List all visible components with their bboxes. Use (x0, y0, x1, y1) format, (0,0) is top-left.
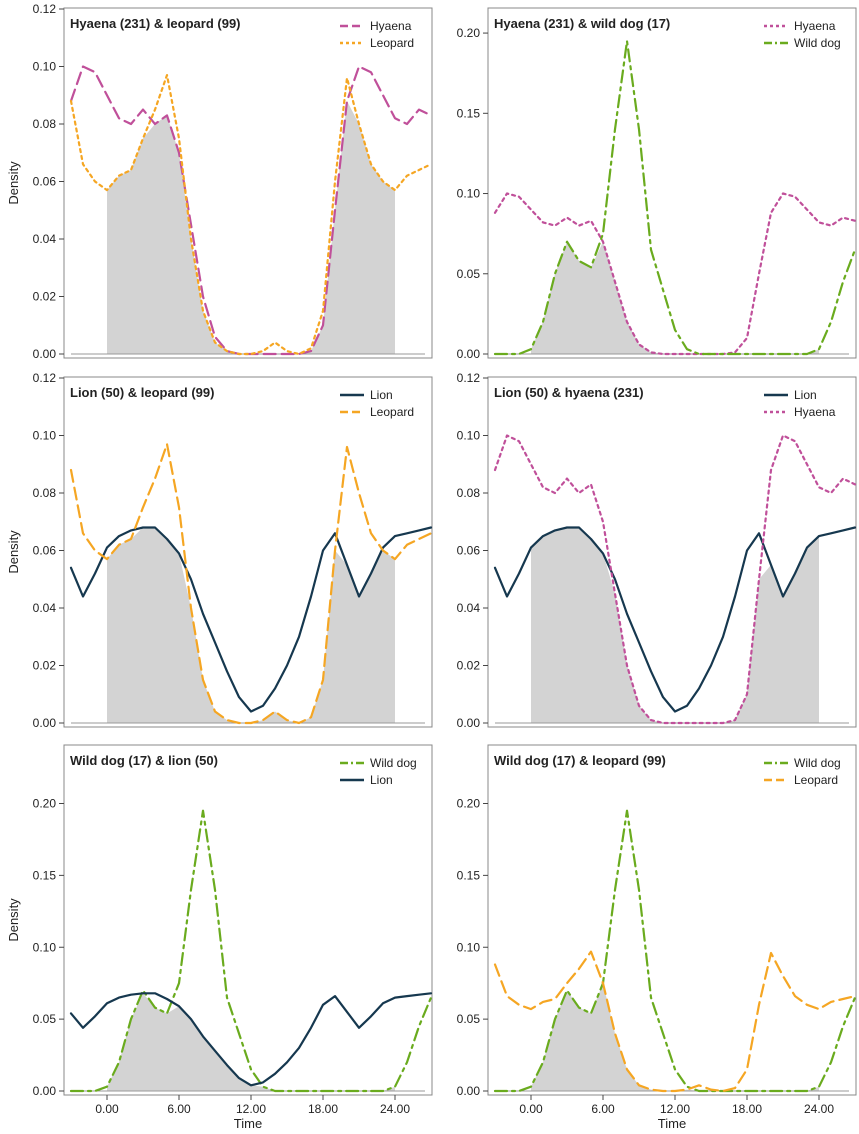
legend-label: Hyaena (794, 19, 836, 33)
y-tick-label: 0.20 (33, 797, 57, 811)
series-line-wilddog (69, 809, 433, 1093)
x-tick-label: 0.00 (95, 1102, 119, 1116)
x-tick-label: 0.00 (519, 1102, 543, 1116)
panel-title: Lion (50) & leopard (99) (70, 385, 214, 400)
series-line-lion (493, 526, 857, 713)
overlap-area (531, 241, 819, 354)
legend-label: Leopard (370, 405, 414, 419)
y-tick-label: 0.04 (457, 601, 481, 615)
series-line-wilddog (493, 809, 857, 1093)
y-tick-label: 0.00 (457, 347, 481, 361)
series-line-lion (69, 992, 433, 1087)
y-tick-label: 0.15 (457, 868, 481, 882)
y-tick-label: 0.00 (33, 1084, 57, 1098)
panel-title: Wild dog (17) & leopard (99) (494, 753, 666, 768)
x-tick-label: 12.00 (660, 1102, 690, 1116)
x-axis-title: Time (658, 1116, 686, 1131)
y-tick-label: 0.05 (457, 267, 481, 281)
y-tick-label: 0.00 (33, 716, 57, 730)
y-tick-label: 0.00 (33, 347, 57, 361)
y-tick-label: 0.10 (457, 187, 481, 201)
y-tick-label: 0.08 (457, 486, 481, 500)
series-line-leopard (69, 74, 433, 356)
legend-label: Wild dog (370, 756, 417, 770)
y-tick-label: 0.20 (457, 797, 481, 811)
y-tick-label: 0.05 (457, 1012, 481, 1026)
x-axis-title: Time (234, 1116, 262, 1131)
y-tick-label: 0.02 (457, 659, 481, 673)
y-axis-title: Density (6, 898, 21, 942)
y-tick-label: 0.10 (457, 940, 481, 954)
panel-frame (63, 376, 433, 728)
overlap-area (531, 527, 819, 723)
legend-label: Hyaena (370, 19, 412, 33)
x-tick-label: 24.00 (380, 1102, 410, 1116)
panel-title: Lion (50) & hyaena (231) (494, 385, 644, 400)
series-line-lion (69, 526, 433, 713)
y-tick-label: 0.15 (457, 106, 481, 120)
legend-label: Leopard (794, 773, 838, 787)
series-line-leopard (493, 950, 857, 1093)
series-line-leopard (69, 443, 433, 725)
y-tick-label: 0.02 (33, 290, 57, 304)
chart-panel-1: 0.00 0.02 0.04 0.06 0.08 0.10 0.12 Density Hyaen… (6, 2, 433, 361)
panel-title: Hyaena (231) & leopard (99) (70, 16, 241, 31)
chart-panel-3: 0.00 0.02 0.04 0.06 0.08 0.10 0.12 Density Lion … (6, 371, 433, 730)
panel-title: Wild dog (17) & lion (50) (70, 753, 218, 768)
overlap-area (107, 101, 395, 354)
legend-label: Wild dog (794, 36, 841, 50)
series-line-wilddog (493, 40, 857, 356)
legend-label: Leopard (370, 36, 414, 50)
y-tick-label: 0.08 (33, 486, 57, 500)
legend-label: Hyaena (794, 405, 836, 419)
y-tick-label: 0.06 (457, 544, 481, 558)
chart-panel-6: 0.00 0.05 0.10 0.15 0.20 0.00 6.00 12.00 18.00 24… (457, 744, 857, 1131)
overlap-area (531, 983, 819, 1091)
y-tick-label: 0.02 (33, 659, 57, 673)
legend-label: Wild dog (794, 756, 841, 770)
y-tick-label: 0.20 (457, 26, 481, 40)
legend-label: Lion (794, 388, 817, 402)
y-tick-label: 0.04 (33, 232, 57, 246)
panel-frame (63, 744, 433, 1096)
y-tick-label: 0.06 (33, 544, 57, 558)
y-tick-label: 0.15 (33, 868, 57, 882)
panel-frame (63, 7, 433, 359)
x-tick-label: 12.00 (236, 1102, 266, 1116)
chart-panel-4: 0.00 0.02 0.04 0.06 0.08 0.10 0.12 Lion (50) & … (457, 371, 857, 730)
overlap-area (107, 527, 395, 723)
y-tick-label: 0.00 (457, 1084, 481, 1098)
x-tick-label: 18.00 (732, 1102, 762, 1116)
legend-label: Lion (370, 388, 393, 402)
legend-label: Lion (370, 773, 393, 787)
y-tick-label: 0.12 (33, 2, 57, 16)
chart-panel-2: 0.00 0.05 0.10 0.15 0.20 Hyaena (231) & wild … (457, 7, 857, 361)
chart-panel-5: 0.00 0.05 0.10 0.15 0.20 0.00 6.00 12.00 18.00 24… (6, 744, 433, 1131)
series-line-hyaena (493, 192, 857, 356)
y-tick-label: 0.00 (457, 716, 481, 730)
y-tick-label: 0.10 (33, 940, 57, 954)
x-tick-label: 18.00 (308, 1102, 338, 1116)
panel-frame (487, 744, 857, 1096)
y-tick-label: 0.12 (33, 371, 57, 385)
y-axis-title: Density (6, 161, 21, 205)
y-axis-title: Density (6, 530, 21, 574)
y-tick-label: 0.10 (457, 429, 481, 443)
y-tick-label: 0.04 (33, 601, 57, 615)
x-tick-label: 6.00 (591, 1102, 615, 1116)
x-tick-label: 6.00 (167, 1102, 191, 1116)
y-tick-label: 0.10 (33, 429, 57, 443)
series-line-hyaena (493, 434, 857, 725)
overlap-area (107, 993, 395, 1091)
y-tick-label: 0.08 (33, 117, 57, 131)
y-tick-label: 0.06 (33, 175, 57, 189)
y-tick-label: 0.05 (33, 1012, 57, 1026)
panel-frame (487, 376, 857, 728)
panel-title: Hyaena (231) & wild dog (17) (494, 16, 670, 31)
panel-frame (487, 7, 857, 359)
y-tick-label: 0.12 (457, 371, 481, 385)
x-tick-label: 24.00 (804, 1102, 834, 1116)
y-tick-label: 0.10 (33, 60, 57, 74)
